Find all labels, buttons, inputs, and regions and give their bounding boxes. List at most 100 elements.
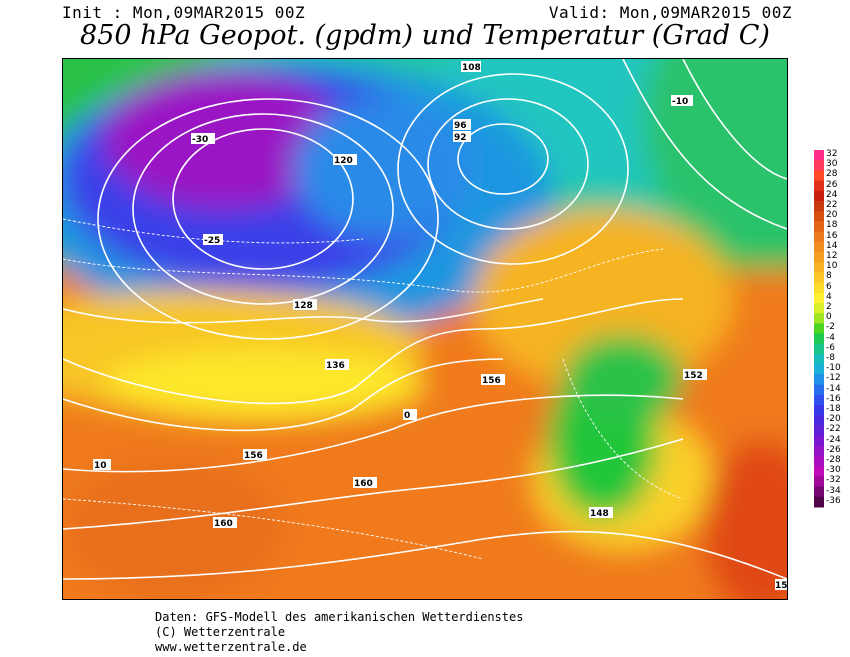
colorbar-label: -30 [826,465,841,476]
colorbar-label: 8 [826,271,832,282]
colorbar-label: 2 [826,302,832,312]
colorbar-label: 32 [826,149,838,159]
isoline-label: 108 [462,63,481,73]
init-time: Init : Mon,09MAR2015 00Z [62,3,306,22]
temperature-colorbar [813,150,825,514]
colorbar-swatch [814,405,824,416]
isoline-label: 128 [294,301,313,311]
colorbar-label: -32 [826,475,841,486]
colorbar-swatch [814,221,824,233]
isoline-label: 10 [94,461,107,471]
colorbar-swatch [814,303,824,314]
colorbar-label: 20 [826,210,838,221]
colorbar-swatch [814,262,824,273]
colorbar-label: 28 [826,169,838,180]
colorbar-swatch [814,201,824,212]
isoline-label: 0 [404,411,410,421]
colorbar-swatch [814,231,824,243]
colorbar-label: 4 [826,291,832,302]
colorbar-swatch [814,364,824,375]
isoline-label: 156 [244,451,263,461]
colorbar-svg [814,150,824,508]
colorbar-swatch [814,282,824,294]
colorbar-swatch [814,425,824,437]
isoline-label: 136 [326,361,345,371]
colorbar-label: -6 [826,342,835,353]
temperature-field [63,59,787,599]
map-title: 850 hPa Geopot. (gpdm) und Temperatur (G… [80,20,770,51]
colorbar-label: 6 [826,281,832,292]
isoline-label: 148 [590,509,609,519]
colorbar-label: 16 [826,230,838,241]
colorbar-swatch [814,272,824,284]
colorbar-swatch [814,374,824,386]
colorbar-swatch [814,394,824,406]
colorbar-label: -4 [826,332,835,343]
colorbar-label: 10 [826,261,838,272]
colorbar-label: 30 [826,159,838,170]
colorbar-swatch [814,445,824,457]
isoline-labels: 108 96 92 120 -30 -25 128 136 156 156 16… [93,61,787,591]
isoline-label: -25 [204,236,220,246]
colorbar-swatch [814,496,824,508]
colorbar-label: 26 [826,179,838,190]
colorbar-swatch [814,354,824,365]
weather-map: 108 96 92 120 -30 -25 128 136 156 156 16… [62,58,788,600]
isoline-label: 15 [775,581,787,591]
colorbar-swatch [814,211,824,222]
map-canvas: 108 96 92 120 -30 -25 128 136 156 156 16… [63,59,787,599]
colorbar-swatch [814,313,824,324]
colorbar-label: 18 [826,220,838,231]
colorbar-swatch [814,343,824,355]
website: www.wetterzentrale.de [155,640,307,654]
colorbar-swatch [814,384,824,396]
colorbar-swatch [814,333,824,345]
colorbar-swatch [814,160,824,171]
colorbar-label: 22 [826,200,838,210]
isoline-label: 160 [354,479,373,489]
isoline-label: 152 [684,371,703,381]
colorbar-label: 14 [826,240,838,251]
colorbar-swatch [814,292,824,304]
colorbar-swatch [814,476,824,488]
colorbar-swatch [814,241,824,253]
isoline-label: 120 [334,156,353,166]
copyright: (C) Wetterzentrale [155,625,286,639]
isoline-label: -10 [672,97,688,107]
colorbar-swatch [814,486,824,498]
colorbar-label: -12 [826,373,841,384]
footer: Daten: GFS-Modell des amerikanischen Wet… [155,610,523,655]
colorbar-swatch [814,435,824,447]
colorbar-label: -34 [826,485,841,496]
colorbar-label: -2 [826,322,835,333]
colorbar-label: -24 [826,434,841,445]
colorbar-label: 24 [826,189,838,200]
colorbar-label: -20 [826,414,841,425]
colorbar-label: -8 [826,353,835,363]
colorbar-swatch [814,170,824,182]
colorbar-label: 12 [826,251,838,261]
colorbar-label: -16 [826,393,841,404]
colorbar-swatch [814,180,824,192]
colorbar-swatch [814,466,824,477]
colorbar-swatch [814,150,824,161]
colorbar-swatch [814,323,824,335]
colorbar-label: 0 [826,312,832,323]
isoline-label: 96 [454,121,467,131]
colorbar-swatch [814,415,824,426]
colorbar-label: -22 [826,424,841,435]
colorbar-label: -14 [826,383,841,394]
colorbar-label: -10 [826,363,841,374]
colorbar-label: -28 [826,455,841,465]
isoline-label: -30 [192,135,208,145]
isoline-label: 92 [454,133,467,143]
valid-time: Valid: Mon,09MAR2015 00Z [548,3,792,22]
colorbar-label: -36 [826,495,841,506]
colorbar-label: -26 [826,444,841,455]
colorbar-swatch [814,456,824,467]
isoline-label: 160 [214,519,233,529]
isoline-label: 156 [482,376,501,386]
colorbar-swatch [814,190,824,202]
colorbar-label: -18 [826,404,841,414]
colorbar-swatch [814,252,824,263]
